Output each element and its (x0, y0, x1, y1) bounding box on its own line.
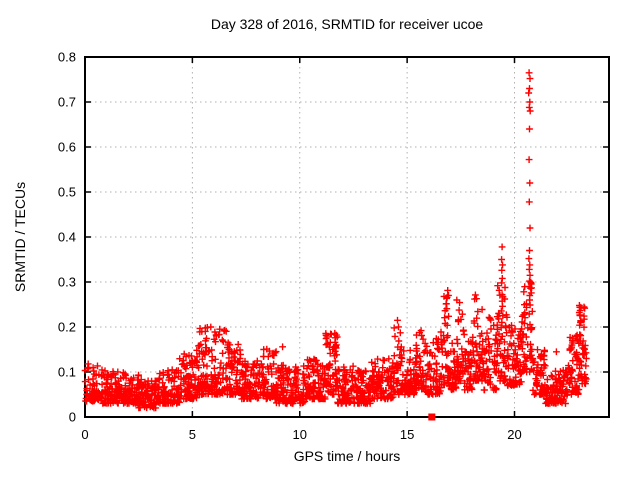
y-tick-label: 0.4 (58, 230, 76, 245)
y-tick-label: 0.7 (58, 95, 76, 110)
y-tick-label: 0.8 (58, 50, 76, 65)
y-tick-label: 0.6 (58, 140, 76, 155)
square-marker (428, 413, 436, 421)
y-tick-label: 0.1 (58, 365, 76, 380)
plot-border (84, 56, 610, 418)
y-tick-label: 0.3 (58, 275, 76, 290)
x-axis-label: GPS time / hours (293, 448, 401, 464)
scatter-points (81, 69, 590, 412)
y-tick-label: 0.5 (58, 185, 76, 200)
gridlines (85, 57, 609, 417)
x-tick-label: 5 (189, 427, 196, 442)
x-tick-label: 15 (400, 427, 414, 442)
y-tick-label: 0.2 (58, 320, 76, 335)
y-tick-label: 0 (69, 410, 76, 425)
x-tick-label: 10 (293, 427, 307, 442)
x-tick-label: 20 (507, 427, 521, 442)
chart-title: Day 328 of 2016, SRMTID for receiver uco… (210, 16, 484, 32)
x-tick-label: 0 (81, 427, 88, 442)
